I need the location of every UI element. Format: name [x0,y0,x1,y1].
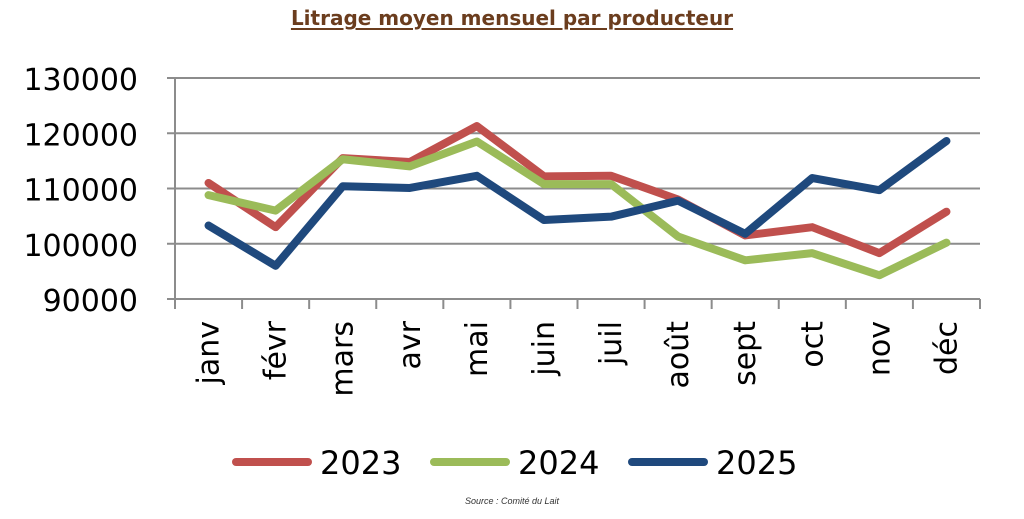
x-tick-label: déc [929,321,964,375]
x-tick-label: mai [460,321,495,377]
source-note: Source : Comité du Lait [464,496,560,506]
x-axis-ticks: janv févr mars avr mai juin juil août sept oct nov… [192,320,965,396]
x-tick-label: août [661,321,696,389]
legend: 2023 2024 2025 [232,444,797,482]
x-tick-label: sept [728,321,763,386]
y-tick-label: 100000 [23,229,138,264]
y-tick-label: 110000 [23,174,138,209]
axes [167,77,981,309]
series-line-2024 [204,137,951,280]
series-line-2023 [204,122,951,258]
y-tick-label: 90000 [43,284,138,319]
series-line-2025 [204,136,951,270]
y-axis-ticks: 130000 120000 110000 100000 90000 [23,63,138,319]
x-tick-label: avr [393,320,428,369]
y-tick-label: 120000 [23,118,138,153]
x-tick-label: juil [594,321,629,366]
chart-title: Litrage moyen mensuel par producteur [290,6,734,30]
series-lines [204,122,951,280]
x-tick-label: janv [192,321,227,386]
x-tick-label: oct [795,321,830,368]
legend-label-2023: 2023 [320,444,401,482]
y-tick-label: 130000 [23,63,138,98]
legend-label-2025: 2025 [716,444,797,482]
x-tick-label: juin [527,321,562,377]
x-tick-label: févr [259,320,294,380]
x-tick-label: mars [326,321,361,397]
legend-label-2024: 2024 [518,444,599,482]
x-tick-label: nov [862,321,897,376]
